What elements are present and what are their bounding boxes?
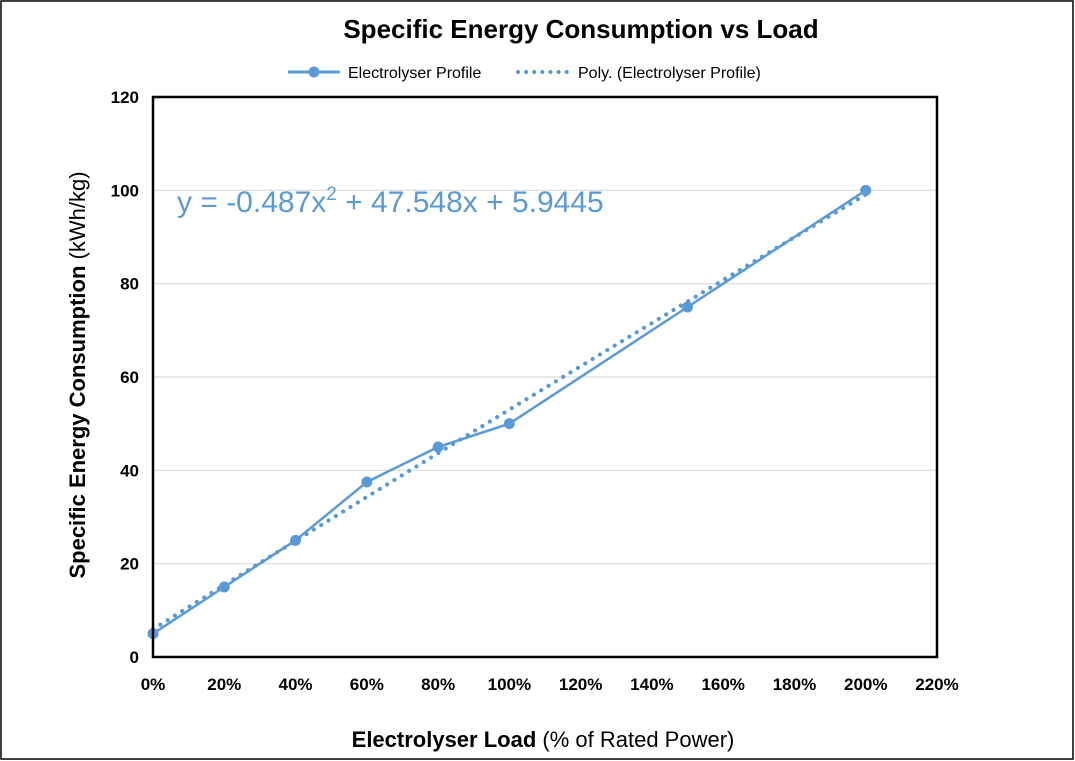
- y-axis-label-bold: Specific Energy Consumption: [65, 266, 90, 579]
- series-point: [682, 301, 694, 313]
- x-tick-label: 40%: [279, 675, 313, 694]
- x-tick-label: 200%: [844, 675, 887, 694]
- legend: Electrolyser Profile Poly. (Electrolyser…: [288, 65, 761, 82]
- x-tick-label: 140%: [630, 675, 673, 694]
- x-tick-label: 100%: [488, 675, 531, 694]
- x-tick-label: 60%: [350, 675, 384, 694]
- gridlines: [153, 189, 937, 565]
- x-tick-label: 0%: [141, 675, 166, 694]
- legend-series-marker: [308, 66, 320, 78]
- x-tick-labels: 0% 20% 40% 60% 80% 100% 120% 140% 160% 180% 200% 22…: [141, 675, 959, 694]
- series-point: [432, 441, 444, 453]
- y-tick-label: 20: [120, 555, 139, 574]
- y-tick-label: 60: [120, 368, 139, 387]
- y-tick-labels: 0 20 40 60 80 100 120: [111, 88, 139, 667]
- legend-trendline-label: Poly. (Electrolyser Profile): [578, 65, 761, 82]
- y-tick-label: 40: [120, 461, 139, 480]
- y-tick-label: 120: [111, 88, 139, 107]
- x-tick-label: 20%: [207, 675, 241, 694]
- series-point: [361, 476, 373, 488]
- series-point: [860, 184, 872, 196]
- legend-series-label: Electrolyser Profile: [348, 65, 481, 82]
- x-tick-label: 220%: [915, 675, 958, 694]
- y-axis-label: Specific Energy Consumption (kWh/kg): [65, 171, 90, 578]
- series-electrolyser-profile: [147, 184, 872, 640]
- x-tick-label: 80%: [421, 675, 455, 694]
- x-tick-label: 180%: [773, 675, 816, 694]
- x-axis-label-unit: (% of Rated Power): [536, 727, 734, 752]
- trendline-equation: y = -0.487x2 + 47.548x + 5.9445: [177, 184, 604, 219]
- equation-prefix: y = -0.487x: [177, 186, 326, 219]
- y-axis-label-unit: (kWh/kg): [65, 171, 90, 265]
- y-tick-label: 100: [111, 181, 139, 200]
- series-point: [290, 534, 302, 546]
- plot-area-frame: [151, 95, 939, 659]
- y-tick-label: 80: [120, 275, 139, 294]
- x-tick-label: 120%: [559, 675, 602, 694]
- y-tick-label: 0: [130, 648, 139, 667]
- x-axis-label-bold: Electrolyser Load: [352, 727, 537, 752]
- equation-suffix: + 47.548x + 5.9445: [337, 186, 604, 219]
- series-point: [503, 418, 515, 430]
- series-point: [218, 581, 230, 593]
- x-axis-label: Electrolyser Load (% of Rated Power): [352, 727, 735, 752]
- equation-superscript: 2: [326, 184, 337, 205]
- chart-title: Specific Energy Consumption vs Load: [343, 14, 818, 44]
- x-tick-label: 160%: [701, 675, 744, 694]
- series-line: [152, 189, 867, 635]
